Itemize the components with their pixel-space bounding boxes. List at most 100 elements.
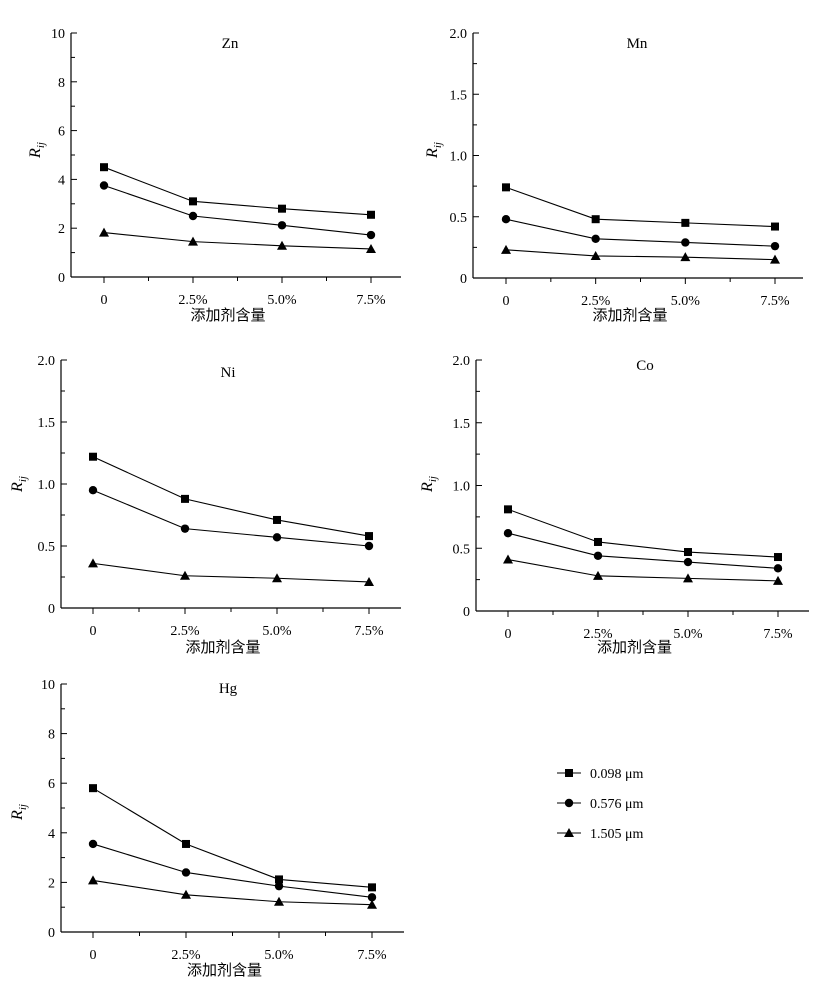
data-point-triangle bbox=[180, 570, 190, 580]
y-axis-label-sub: ij bbox=[427, 476, 439, 482]
series-3 bbox=[501, 244, 780, 264]
data-point-triangle bbox=[274, 896, 284, 906]
data-point-circle bbox=[88, 486, 98, 495]
y-tick-label: 10 bbox=[41, 678, 55, 693]
series-line bbox=[92, 562, 370, 583]
x-tick-label: 5.0% bbox=[264, 948, 294, 963]
y-axis-label: Rij bbox=[27, 142, 47, 159]
y-tick-label: 0 bbox=[463, 605, 470, 620]
data-point-square bbox=[89, 784, 97, 793]
series-line bbox=[92, 489, 370, 547]
legend-label: 0.098 μm bbox=[590, 767, 644, 782]
y-tick-label: 8 bbox=[58, 76, 65, 91]
legend: 0.098 μm 0.576 μm 1.505 μm bbox=[557, 767, 644, 842]
data-point-triangle bbox=[770, 254, 780, 264]
data-point-square bbox=[181, 494, 189, 503]
data-point-circle bbox=[367, 893, 377, 902]
data-point-square bbox=[182, 839, 190, 848]
y-tick-label: 6 bbox=[58, 125, 65, 140]
data-point-triangle bbox=[367, 899, 377, 909]
data-point-circle bbox=[770, 241, 780, 251]
y-tick-label: 2 bbox=[48, 876, 55, 891]
data-point-circle bbox=[88, 839, 98, 849]
data-point-circle bbox=[272, 533, 282, 542]
data-point-square bbox=[100, 163, 108, 172]
data-point-circle bbox=[277, 221, 287, 230]
series-line bbox=[92, 879, 373, 906]
data-point-circle bbox=[683, 557, 693, 567]
data-point-square bbox=[684, 548, 692, 557]
y-tick-label: 1.0 bbox=[450, 150, 468, 165]
series-line bbox=[507, 559, 779, 582]
legend-label: 1.505 μm bbox=[590, 827, 644, 842]
series-1 bbox=[502, 183, 779, 231]
y-tick-label: 8 bbox=[48, 728, 55, 743]
data-point-triangle bbox=[364, 576, 374, 586]
y-axis-label-main: R bbox=[424, 148, 441, 159]
series-line bbox=[103, 166, 372, 216]
y-axis-label-main: R bbox=[9, 810, 26, 821]
y-tick-label: 2.0 bbox=[450, 27, 468, 42]
series-1 bbox=[100, 163, 375, 219]
x-tick-label: 2.5% bbox=[178, 293, 208, 308]
x-tick-label: 2.5% bbox=[583, 627, 613, 642]
data-point-triangle bbox=[501, 244, 511, 254]
y-axis-label: Rij bbox=[419, 476, 439, 493]
x-tick-label: 0 bbox=[505, 627, 512, 642]
legend-marker-triangle bbox=[564, 828, 574, 837]
data-point-triangle bbox=[683, 573, 693, 583]
series-3 bbox=[503, 554, 783, 585]
x-tick-label: 0 bbox=[503, 294, 510, 309]
data-point-circle bbox=[681, 238, 690, 247]
x-axis-label: 添加剂含量 bbox=[597, 638, 672, 656]
data-point-triangle bbox=[88, 558, 98, 568]
chart-panel-co: 0 0.5 1.0 1.5 2.0 0 2.5% 5.0% 7.5% Co Rij 添加剂含量 bbox=[419, 354, 809, 656]
x-tick-label: 7.5% bbox=[763, 627, 793, 642]
data-point-circle bbox=[274, 881, 284, 891]
data-point-square bbox=[504, 505, 512, 514]
x-tick-label: 7.5% bbox=[354, 624, 384, 639]
x-tick-label: 2.5% bbox=[581, 294, 611, 309]
y-axis-label-main: R bbox=[27, 148, 44, 159]
x-axis-label: 添加剂含量 bbox=[185, 638, 260, 656]
data-point-circle bbox=[366, 230, 376, 240]
y-tick-label: 0.5 bbox=[38, 540, 56, 555]
x-tick-label: 2.5% bbox=[170, 624, 200, 639]
data-point-circle bbox=[181, 868, 191, 877]
y-tick-label: 0 bbox=[48, 926, 55, 941]
data-point-circle bbox=[180, 524, 190, 533]
y-tick-label: 1.5 bbox=[38, 416, 56, 431]
data-point-circle bbox=[773, 564, 783, 573]
series-2 bbox=[503, 528, 783, 573]
y-tick-label: 1.5 bbox=[453, 417, 471, 432]
series-line bbox=[103, 232, 372, 250]
legend-item: 1.505 μm bbox=[557, 827, 644, 842]
data-point-square bbox=[368, 883, 376, 892]
y-tick-label: 0.5 bbox=[450, 211, 468, 226]
data-point-square bbox=[273, 515, 281, 524]
data-point-triangle bbox=[88, 875, 98, 885]
data-point-square bbox=[278, 204, 286, 213]
panel-title: Ni bbox=[221, 365, 236, 381]
series-2 bbox=[88, 839, 377, 902]
legend-label: 0.576 μm bbox=[590, 797, 644, 812]
data-point-triangle bbox=[277, 240, 287, 250]
series-line bbox=[505, 186, 776, 228]
data-point-circle bbox=[99, 181, 109, 190]
y-axis-label: Rij bbox=[9, 476, 29, 493]
legend-item: 0.576 μm bbox=[557, 797, 644, 812]
data-point-circle bbox=[188, 211, 198, 221]
data-point-circle bbox=[591, 234, 600, 243]
data-point-circle bbox=[503, 528, 513, 538]
chart-panel-zn: 0 2 4 6 8 10 0 2.5% 5.0% 7.5% Zn Rij 添加剂含量 bbox=[27, 27, 401, 324]
panel-title: Co bbox=[636, 358, 654, 374]
series-2 bbox=[99, 181, 376, 240]
y-axis-label-sub: ij bbox=[432, 142, 444, 148]
y-tick-label: 0 bbox=[48, 602, 55, 617]
data-point-triangle bbox=[272, 573, 282, 583]
chart-panel-hg: 0 2 4 6 8 10 0 2.5% 5.0% 7.5% Hg Rij 添加剂含量 bbox=[9, 678, 404, 979]
series-3 bbox=[88, 558, 374, 586]
x-tick-label: 5.0% bbox=[671, 294, 701, 309]
series-line bbox=[505, 249, 776, 261]
x-axis-label: 添加剂含量 bbox=[187, 961, 262, 979]
